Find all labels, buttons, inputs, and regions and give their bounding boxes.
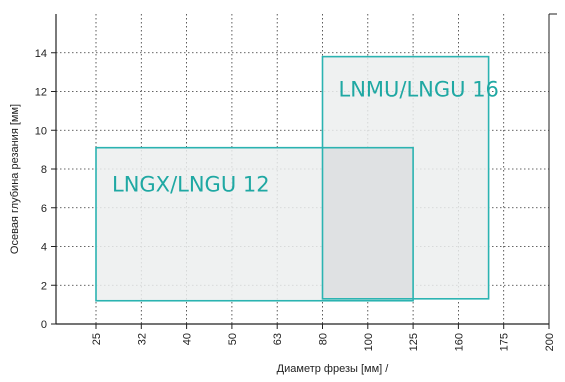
y-tick-label: 12 bbox=[35, 87, 47, 99]
x-tick-label: 200 bbox=[544, 333, 556, 351]
x-tick-label: 32 bbox=[136, 333, 148, 345]
tick-labels: 0 2 4 6 8 10 12 14 25 32 40 50 63 80 100 125 160 175 200 bbox=[35, 48, 556, 352]
x-tick-label: 50 bbox=[227, 333, 239, 345]
y-tick-label: 6 bbox=[41, 203, 47, 215]
y-tick-label: 10 bbox=[35, 125, 47, 137]
x-tick-label: 175 bbox=[499, 333, 511, 351]
y-axis-title: Осевая глубина резания [мм] bbox=[9, 104, 21, 254]
x-tick-label: 100 bbox=[363, 333, 375, 351]
x-tick-label: 125 bbox=[408, 333, 420, 351]
x-tick-label: 40 bbox=[182, 333, 194, 345]
y-tick-label: 0 bbox=[41, 319, 47, 331]
zone-overlap bbox=[322, 147, 414, 299]
y-tick-label: 2 bbox=[41, 280, 47, 292]
axes bbox=[51, 13, 557, 329]
x-tick-label: 80 bbox=[318, 333, 330, 345]
y-tick-label: 14 bbox=[35, 48, 47, 60]
zone-outline-2 bbox=[321, 55, 490, 300]
y-tick-label: 4 bbox=[41, 242, 47, 254]
zone-outline-1 bbox=[95, 146, 414, 302]
x-tick-label: 160 bbox=[453, 333, 465, 351]
y-tick-label: 8 bbox=[41, 164, 47, 176]
zone-label-1: LNGX/LNGU 12 bbox=[112, 173, 270, 197]
x-tick-label: 25 bbox=[91, 333, 103, 345]
zone-label-2: LNMU/LNGU 16 bbox=[339, 78, 499, 102]
zones: LNGX/LNGU 12 LNMU/LNGU 16 bbox=[95, 55, 499, 302]
x-tick-label: 63 bbox=[272, 333, 284, 345]
x-axis-title: Диаметр фрезы [мм] / bbox=[277, 363, 390, 375]
